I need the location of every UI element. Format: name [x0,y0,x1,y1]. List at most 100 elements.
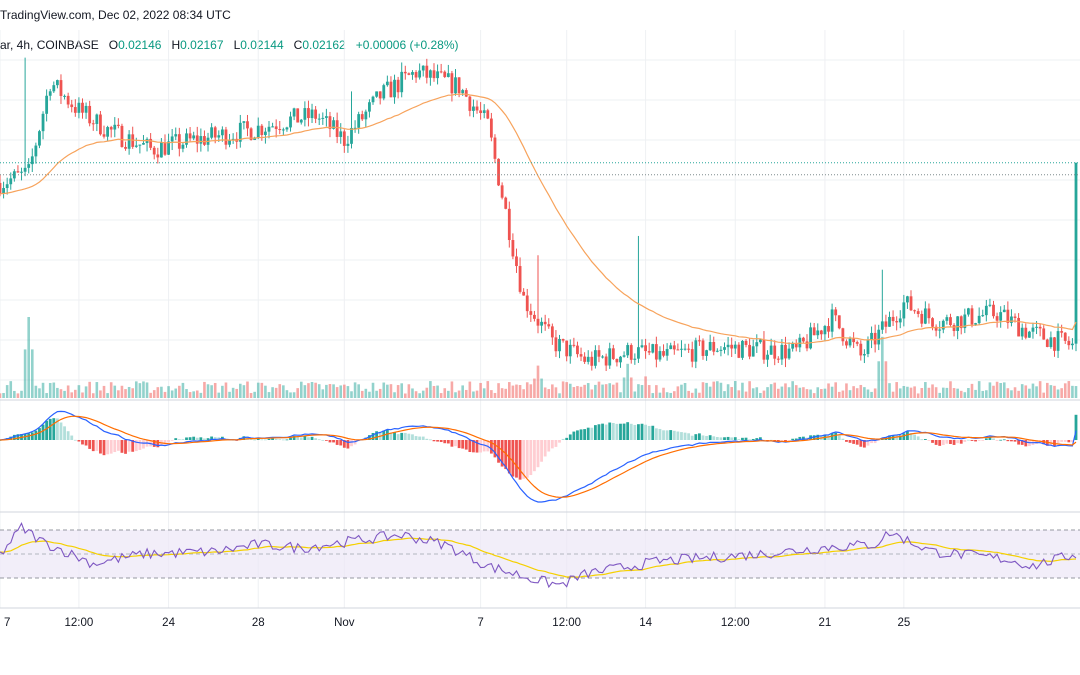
volume-bar [278,384,282,398]
macd-histogram-bar [432,440,436,442]
volume-bar [866,389,870,398]
candle-body [475,106,479,111]
candle-body [827,326,830,332]
volume-bar [185,389,188,398]
volume-bar [389,384,393,398]
volume-bar [99,390,102,398]
macd-histogram-bar [611,422,615,440]
macd-histogram-bar [586,427,590,440]
candle-body [529,311,533,315]
macd-histogram-bar [493,440,497,458]
candle-body [852,338,856,343]
candle-body [586,356,590,362]
volume-bar [310,382,314,398]
volume-bar [1017,390,1020,398]
macd-histogram-bar [676,431,680,440]
macd-histogram-bar [561,438,565,440]
candle-body [622,355,626,357]
candle [461,88,465,96]
volume-bar [733,381,737,398]
macd-histogram-bar [1074,414,1078,440]
volume-bar [748,381,751,398]
macd-histogram-bar [622,423,626,440]
close-label: C [293,38,303,52]
candle-body [895,321,899,323]
candle [604,353,608,372]
volume-bar [357,384,360,398]
candle [712,336,716,356]
candle [486,108,490,120]
macd-histogram-bar [902,433,906,440]
candle [895,316,899,331]
candle [59,74,63,104]
candle-body [23,167,27,172]
candle-body [992,304,995,317]
macd-histogram-bar [371,432,375,440]
candle [371,95,375,105]
candle-body [443,71,447,77]
candle [658,346,662,362]
volume-bar [403,393,407,398]
candle [324,108,328,127]
volume-bar [260,382,264,398]
candle [687,343,691,353]
macd-histogram-bar [565,437,569,440]
candle-body [188,133,192,139]
candle-body [20,171,23,173]
volume-bar [561,381,565,398]
candle [773,340,777,366]
candle-body [525,295,529,312]
volume-bar [658,392,662,398]
candle-body [927,308,931,319]
volume-bar [726,384,730,398]
macd-histogram-bar [637,424,640,440]
candle-body [651,344,655,353]
volume-bar [127,386,131,398]
volume-bar [195,390,199,398]
candle-body [784,344,787,359]
macd-histogram-bar [999,439,1003,441]
volume-bar [343,384,346,398]
volume-bar [834,382,837,398]
candle-body [576,345,579,355]
volume-bar [608,383,612,398]
volume-bar [1046,382,1049,398]
candle-body [780,344,784,360]
candle-body [733,344,737,349]
candle-body [1035,326,1038,328]
candle-body [450,73,454,94]
volume-bar [285,390,289,398]
volume-bar [486,381,490,398]
volume-bar [1067,381,1071,398]
macd-histogram-bar [547,440,551,452]
candle-body [134,145,138,147]
candle [637,235,640,363]
volume-bar [102,385,106,398]
candle-body [558,338,561,352]
candle [436,64,439,85]
candle-body [414,72,418,78]
macd-histogram-bar [758,437,762,440]
macd-histogram-bar [604,424,608,440]
macd-histogram-bar [185,437,188,440]
candle-body [88,105,92,124]
candle [1045,338,1049,348]
candle-body [350,127,353,144]
volume-bar [909,387,913,398]
candle-body [547,324,551,327]
volume-bar [163,391,167,398]
volume-bar [16,393,20,398]
volume-bar [949,381,952,398]
macd-histogram-bar [988,437,992,440]
volume-bar [81,392,84,398]
volume-bar [906,386,909,398]
volume-bar [457,390,461,398]
candle-body [755,342,759,347]
candle-body [967,308,970,315]
candle [38,129,41,149]
volume-bar [378,388,382,398]
volume-bar [802,387,805,398]
macd-histogram-bar [855,440,859,445]
candle [862,349,866,364]
